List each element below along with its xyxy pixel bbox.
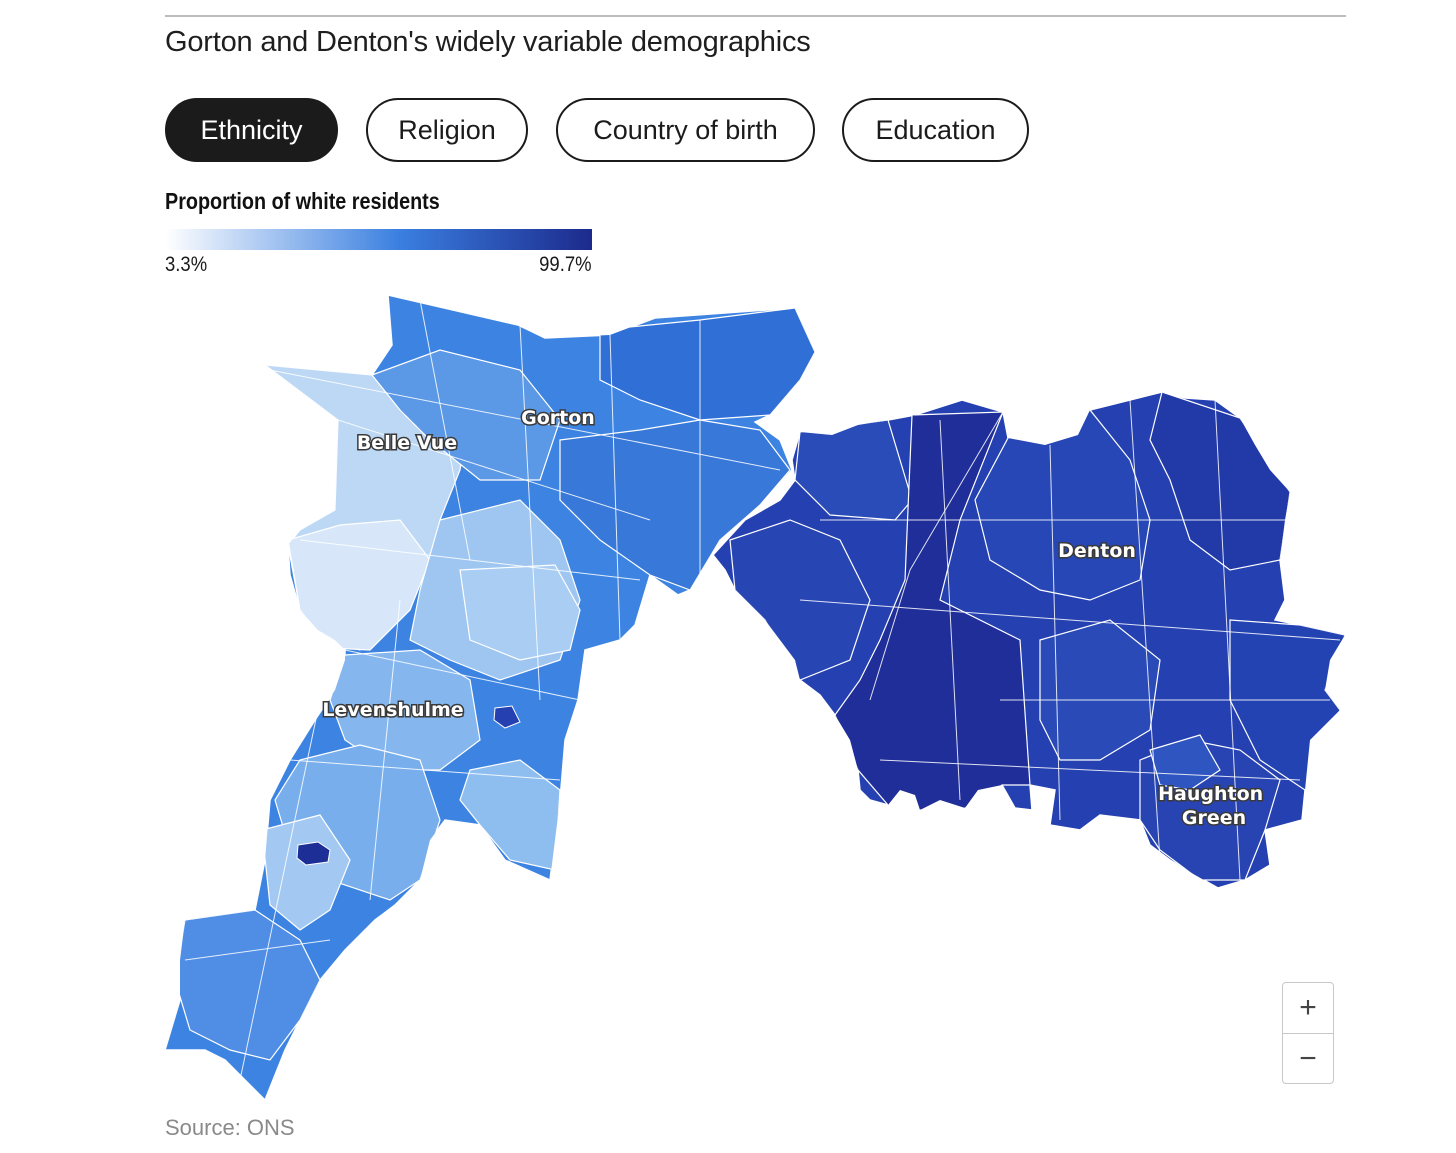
- place-label-haughton-green: Haughton Green: [1158, 783, 1270, 829]
- denton-zones: [729, 392, 1345, 881]
- gorton-zones: [174, 307, 815, 1061]
- source-note: Source: ONS: [165, 1115, 295, 1140]
- zone-gorton-south-east[interactable]: [559, 419, 791, 591]
- zone-southeast-pale[interactable]: [459, 759, 561, 871]
- zone-denton-south[interactable]: [1039, 619, 1161, 761]
- tab-country-of-birth[interactable]: Country of birth: [556, 98, 815, 162]
- zone-denton-town[interactable]: [974, 409, 1151, 601]
- place-label-levenshulme: Levenshulme: [322, 699, 463, 721]
- top-rule: [165, 15, 1346, 17]
- legend-max-label: 99.7%: [539, 253, 592, 276]
- zone-far-south[interactable]: [174, 909, 321, 1061]
- zone-haughton-mid[interactable]: [1149, 734, 1221, 791]
- place-label-denton: Denton: [1058, 540, 1136, 562]
- zone-darkest-gorton[interactable]: [296, 841, 331, 866]
- legend-color-bar: [165, 229, 592, 250]
- legend-min-label: 3.3%: [165, 253, 208, 276]
- chart-title: Gorton and Denton's widely variable demo…: [165, 26, 811, 58]
- zone-central-light[interactable]: [459, 564, 581, 661]
- place-label-gorton: Gorton: [521, 407, 595, 429]
- tab-religion[interactable]: Religion: [366, 98, 528, 162]
- tab-education[interactable]: Education: [842, 98, 1029, 162]
- tab-ethnicity[interactable]: Ethnicity: [165, 98, 338, 162]
- zone-gorton-east[interactable]: [599, 307, 815, 421]
- zoom-out-button[interactable]: −: [1299, 1042, 1317, 1075]
- legend-title: Proportion of white residents: [165, 188, 440, 214]
- place-label-belle-vue: Belle Vue: [357, 432, 457, 454]
- zone-north-mid[interactable]: [371, 349, 561, 481]
- zoom-in-button[interactable]: +: [1283, 983, 1333, 1034]
- zone-levenshulme-mid[interactable]: [329, 649, 481, 771]
- zone-south-pale[interactable]: [261, 814, 351, 931]
- boundary-lines: [184, 299, 1341, 1081]
- zone-dark-levenshulme[interactable]: [493, 705, 521, 729]
- zoom-control: + −: [1282, 982, 1334, 1084]
